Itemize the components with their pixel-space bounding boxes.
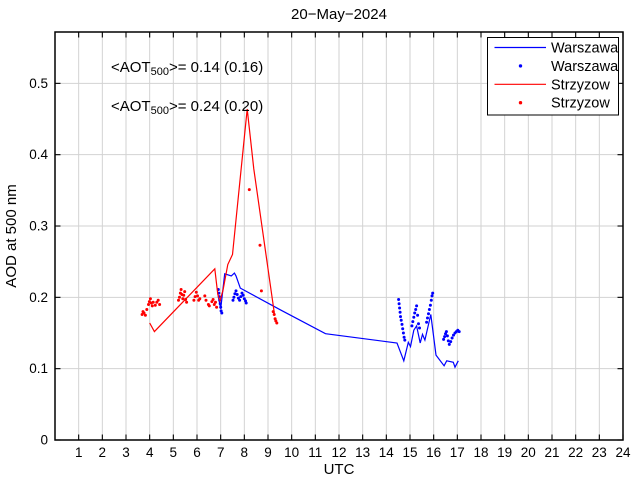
x-tick-label-5: 5 [170, 445, 178, 460]
legend-label: Warszawa [551, 41, 619, 57]
y-tick-label-0: 0 [40, 433, 48, 448]
legend-dot-sample [518, 64, 523, 68]
series-warszawa-line [217, 272, 459, 369]
y-tick-label-0.5: 0.5 [29, 76, 48, 91]
x-tick-label-23: 23 [592, 445, 607, 460]
x-axis-label: UTC [324, 461, 355, 478]
legend: Warszawa Warszawa Strzyzow Strzyzow [487, 37, 619, 116]
aot-mean-annotation-1: <AOT500>= 0.14 (0.16) [111, 59, 263, 78]
x-tick-label-17: 17 [450, 445, 465, 460]
legend-box [487, 37, 619, 116]
legend-item-warszawa-line: Warszawa [494, 41, 619, 57]
y-axis-label: AOD at 500 nm [3, 184, 20, 287]
aot-mean-annotation-2: <AOT500>= 0.24 (0.20) [111, 98, 263, 117]
y-tick-label-0.3: 0.3 [29, 219, 48, 234]
x-tick-label-6: 6 [193, 445, 201, 460]
x-tick-label-10: 10 [284, 445, 299, 460]
x-tick-label-16: 16 [426, 445, 441, 460]
x-tick-label-1: 1 [75, 445, 83, 460]
legend-label: Warszawa [551, 59, 619, 75]
x-tick-label-24: 24 [615, 445, 631, 460]
legend-label: Strzyzow [551, 77, 610, 93]
series-strzyzow-scatter [140, 188, 279, 325]
legend-item-strzyzow-line: Strzyzow [494, 77, 610, 93]
x-tick-label-13: 13 [355, 445, 370, 460]
x-tick-label-12: 12 [331, 445, 346, 460]
y-tick-labels: 0 0.1 0.2 0.3 0.4 0.5 [29, 76, 48, 448]
x-tick-label-8: 8 [241, 445, 249, 460]
x-tick-label-22: 22 [568, 445, 583, 460]
x-tick-label-9: 9 [264, 445, 272, 460]
series-strzyzow-line [149, 108, 275, 333]
x-tick-label-18: 18 [473, 445, 488, 460]
legend-label: Strzyzow [551, 96, 610, 112]
x-tick-label-14: 14 [379, 445, 395, 460]
x-tick-label-19: 19 [497, 445, 512, 460]
chart-title: 20−May−2024 [291, 6, 387, 23]
x-tick-label-2: 2 [99, 445, 107, 460]
x-tick-label-4: 4 [146, 445, 154, 460]
x-tick-label-15: 15 [402, 445, 417, 460]
tick-marks [55, 32, 624, 441]
legend-item-strzyzow-dot: Strzyzow [518, 96, 610, 112]
x-tick-label-3: 3 [122, 445, 130, 460]
x-tick-labels: 1 2 3 4 5 6 7 8 9 10 11 12 13 14 15 16 17 18 19 20 21 22 23 24 [75, 445, 631, 460]
legend-dot-sample [518, 101, 523, 105]
y-tick-label-0.2: 0.2 [29, 290, 48, 305]
y-tick-label-0.4: 0.4 [29, 147, 48, 162]
y-tick-label-0.1: 0.1 [29, 361, 48, 376]
x-tick-label-20: 20 [521, 445, 536, 460]
x-tick-label-11: 11 [308, 445, 322, 460]
x-tick-label-21: 21 [544, 445, 559, 460]
legend-item-warszawa-dot: Warszawa [518, 59, 619, 75]
plot-area: 1 2 3 4 5 6 7 8 9 10 11 12 13 14 15 16 17 18 19 20 21 22 23 240… [29, 31, 631, 460]
x-tick-label-7: 7 [217, 445, 225, 460]
series-warszawa-scatter [216, 288, 461, 346]
